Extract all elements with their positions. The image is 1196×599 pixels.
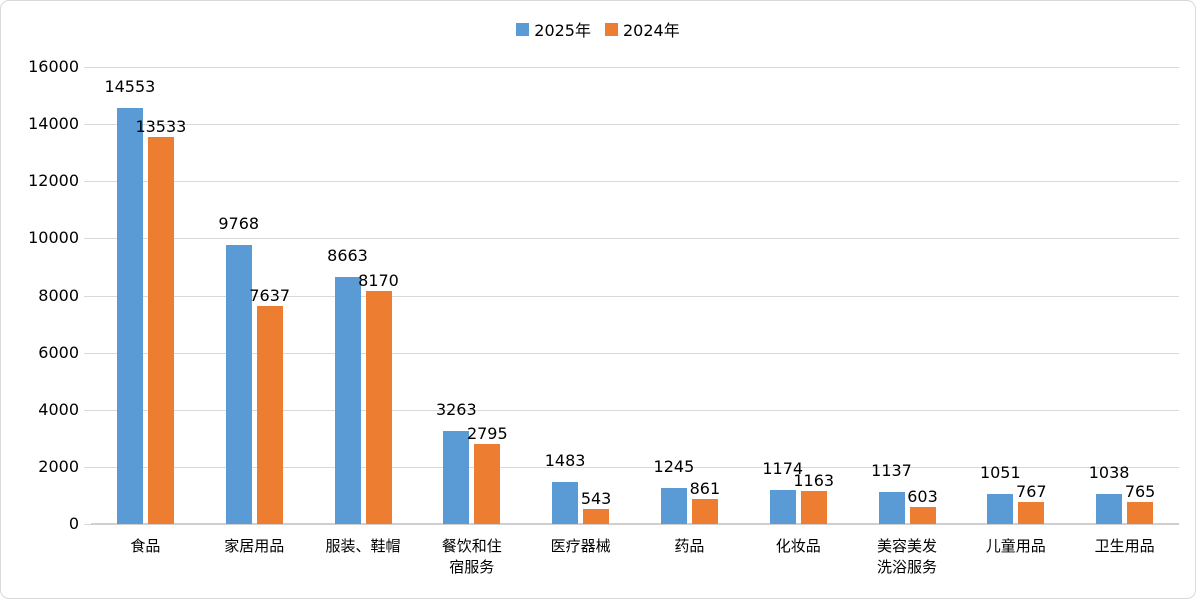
gridline	[91, 238, 1179, 240]
y-axis-tick	[84, 409, 91, 411]
bar-2025年-4[interactable]	[443, 430, 470, 524]
bar-2025年-10[interactable]	[1096, 494, 1123, 524]
value-label: 1038	[1088, 463, 1130, 483]
value-label: 1163	[793, 470, 835, 490]
bar-2024年-10[interactable]	[1127, 502, 1154, 524]
gridline	[91, 409, 1179, 411]
y-axis-tick-label: 2000	[38, 456, 79, 476]
legend-label: 2025年	[534, 21, 591, 40]
category-label: 服装、鞋帽	[325, 537, 401, 555]
value-label: 1483	[544, 450, 586, 470]
y-axis-tick	[84, 352, 91, 354]
bar-2024年-7[interactable]	[800, 490, 827, 524]
value-label: 8663	[327, 245, 368, 265]
y-axis-tick-label: 14000	[28, 114, 79, 134]
bar-2024年-3[interactable]	[365, 290, 392, 524]
y-axis-tick	[84, 295, 91, 297]
legend-swatch-icon	[605, 22, 618, 36]
bar-2024年-2[interactable]	[256, 305, 283, 524]
category-label: 美容美发 洗浴服务	[876, 537, 937, 576]
bar-2025年-8[interactable]	[878, 491, 905, 524]
bar-2024年-1[interactable]	[147, 137, 174, 524]
bar-2024年-4[interactable]	[474, 444, 501, 524]
gridline	[91, 181, 1179, 183]
y-axis-tick-label: 8000	[38, 285, 79, 305]
value-label: 9768	[218, 214, 260, 234]
category-label: 药品	[674, 537, 705, 555]
bar-2025年-3[interactable]	[334, 276, 361, 524]
bar-2024年-5[interactable]	[583, 508, 610, 524]
y-axis-tick-label: 0	[68, 514, 79, 533]
legend-item-2025年[interactable]: 2025年	[516, 17, 591, 41]
bar-2025年-7[interactable]	[769, 490, 796, 524]
chart-legend: 2025年 2024年	[1, 18, 1195, 40]
gridline	[91, 124, 1179, 126]
y-axis-tick	[84, 524, 91, 525]
category-label: 儿童用品	[985, 537, 1046, 555]
bar-2024年-8[interactable]	[909, 506, 936, 524]
legend-swatch-icon	[516, 22, 530, 36]
y-axis-tick-label: 4000	[38, 399, 79, 419]
gridline	[91, 352, 1179, 354]
y-axis-tick-label: 12000	[28, 171, 79, 191]
value-label: 765	[1124, 482, 1156, 502]
value-label: 1137	[871, 460, 912, 480]
value-label: 767	[1016, 482, 1047, 502]
category-label: 食品	[130, 537, 161, 555]
value-label: 1051	[979, 462, 1021, 482]
y-axis-tick	[84, 238, 91, 240]
bar-2025年-6[interactable]	[660, 488, 687, 524]
category-label: 卫生用品	[1094, 537, 1155, 555]
bar-2025年-5[interactable]	[552, 481, 579, 524]
x-axis-line	[91, 523, 1179, 525]
y-axis-tick	[84, 124, 91, 126]
y-axis-tick	[84, 181, 91, 183]
category-label: 餐饮和住 宿服务	[441, 537, 502, 576]
y-axis-tick-label: 16000	[28, 57, 79, 76]
value-label: 8170	[358, 270, 399, 290]
category-label: 医疗器械	[550, 537, 611, 555]
legend-item-2024年[interactable]: 2024年	[605, 17, 680, 41]
value-label: 14553	[104, 77, 156, 97]
value-label: 603	[907, 486, 938, 506]
bar-2024年-9[interactable]	[1018, 502, 1045, 524]
gridline	[91, 67, 1179, 68]
bar-2025年-2[interactable]	[225, 245, 252, 524]
bar-2025年-9[interactable]	[987, 493, 1014, 524]
y-axis-tick	[84, 466, 91, 468]
value-label: 1174	[762, 459, 804, 479]
value-label: 543	[580, 488, 612, 508]
value-label: 1245	[653, 457, 695, 477]
gridline	[91, 466, 1179, 468]
bar-2025年-1[interactable]	[116, 108, 143, 524]
gridline	[91, 295, 1179, 297]
y-axis-tick-label: 10000	[28, 228, 79, 248]
category-label: 家居用品	[224, 537, 285, 555]
plot-area: 0 2000 4000 6000 8000 10000 12000 14000 16000 145…	[28, 57, 1179, 576]
value-label: 2795	[466, 424, 508, 444]
bar-2024年-6[interactable]	[691, 499, 718, 524]
legend-label: 2024年	[623, 21, 680, 40]
y-axis-tick	[84, 67, 91, 68]
value-label: 3263	[435, 399, 477, 419]
value-label: 861	[689, 479, 721, 499]
category-label: 化妆品	[775, 537, 821, 555]
value-label: 13533	[135, 117, 187, 137]
y-axis-tick-label: 6000	[38, 342, 79, 362]
value-label: 7637	[249, 285, 291, 305]
